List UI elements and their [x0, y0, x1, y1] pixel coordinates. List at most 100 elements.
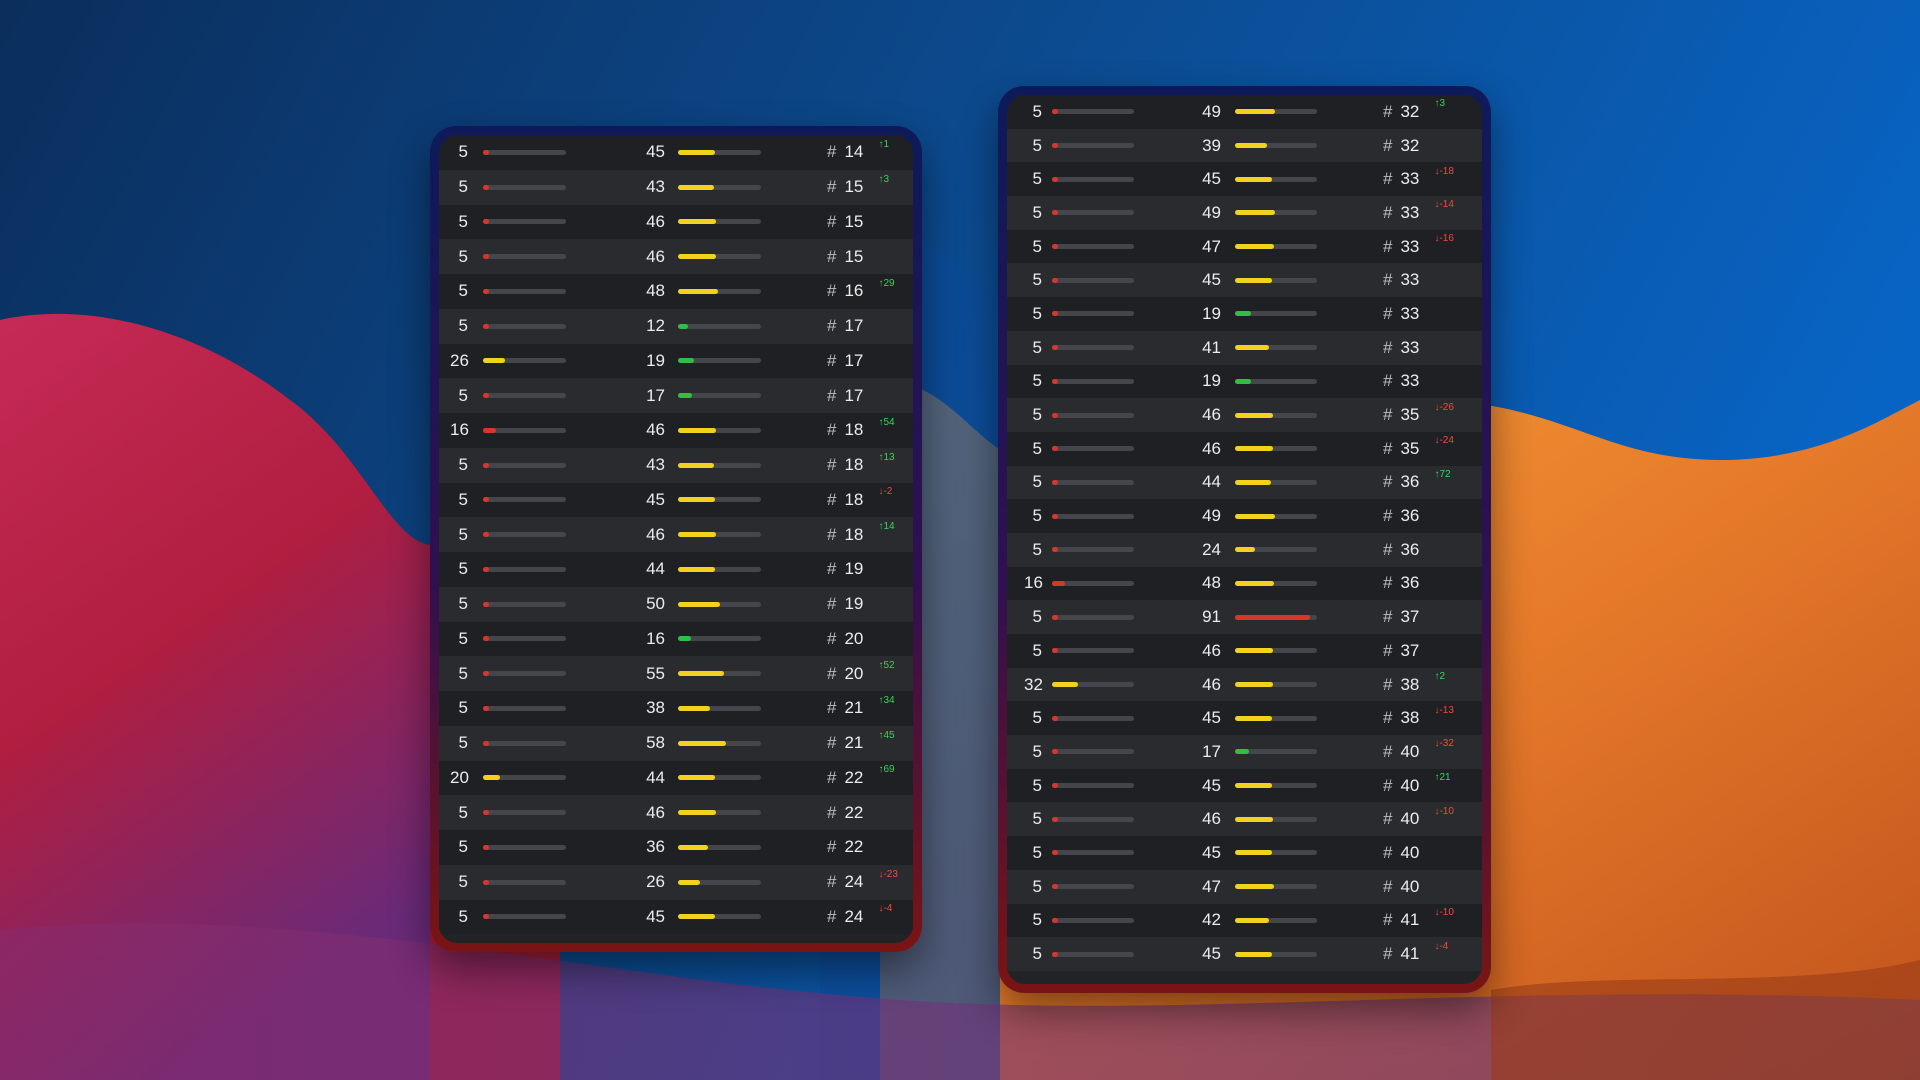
- level-fill-a: [1052, 479, 1058, 485]
- table-row[interactable]: 5 45 #40: [1007, 836, 1482, 870]
- table-row[interactable]: 5 46 #15: [439, 239, 913, 274]
- table-row[interactable]: 5 44 #19: [439, 552, 913, 587]
- level-fill-b: [1235, 176, 1272, 182]
- level-fill-b: [678, 671, 724, 677]
- level-bar-a: [1052, 277, 1134, 283]
- level-fill-a: [1052, 917, 1058, 923]
- rank-value: 15: [844, 177, 864, 197]
- table-row[interactable]: 5 91 #37: [1007, 600, 1482, 634]
- rank-value: 33: [1400, 202, 1420, 222]
- value-a: 5: [1032, 809, 1042, 829]
- table-row[interactable]: 5 46 #40 ↓-10: [1007, 802, 1482, 837]
- level-fill-b: [678, 393, 693, 399]
- table-row[interactable]: 5 47 #33 ↓-16: [1007, 229, 1482, 264]
- value-b: 46: [646, 211, 665, 231]
- level-fill-a: [1052, 850, 1058, 856]
- table-row[interactable]: 32 46 #38 ↑2: [1007, 667, 1482, 702]
- table-row[interactable]: 26 19 #17: [439, 343, 913, 379]
- value-a: 5: [1032, 506, 1042, 526]
- table-row[interactable]: 5 43 #18 ↑13: [439, 447, 913, 483]
- rank-value: 33: [1400, 270, 1420, 290]
- level-fill-a: [1052, 311, 1058, 317]
- table-row[interactable]: 5 49 #33 ↓-14: [1007, 196, 1482, 230]
- table-row[interactable]: 5 17 #17: [439, 378, 913, 413]
- table-row[interactable]: 5 39 #32: [1007, 128, 1482, 163]
- rank-value: 33: [1400, 371, 1420, 391]
- rank-cell: #21 ↑45: [827, 730, 895, 753]
- rank-change: ↑29: [878, 277, 895, 289]
- table-row[interactable]: 5 17 #40 ↓-32: [1007, 735, 1482, 769]
- level-bar-b: [1235, 951, 1317, 957]
- table-row[interactable]: 20 44 #22 ↑69: [439, 760, 913, 796]
- level-bar-a: [483, 844, 566, 850]
- table-row[interactable]: 5 46 #35 ↓-24: [1007, 431, 1482, 466]
- table-row[interactable]: 5 55 #20 ↑52: [439, 656, 913, 691]
- level-bar-b: [1235, 850, 1317, 856]
- value-b: 45: [1202, 775, 1221, 795]
- table-row[interactable]: 5 41 #33: [1007, 330, 1482, 365]
- rank-cell: #35 ↓-26: [1383, 402, 1454, 425]
- value-a: 5: [1032, 472, 1042, 492]
- table-row[interactable]: 5 48 #16 ↑29: [439, 274, 913, 309]
- hash-symbol: #: [827, 316, 837, 336]
- level-bar-a: [1052, 614, 1134, 620]
- table-row[interactable]: 5 45 #41 ↓-4: [1007, 937, 1482, 971]
- table-row[interactable]: 5 45 #33 ↓-18: [1007, 162, 1482, 197]
- table-row[interactable]: 5 43 #15 ↑3: [439, 169, 913, 205]
- level-bar-a: [483, 427, 566, 433]
- level-bar-a: [1052, 850, 1134, 856]
- hash-symbol: #: [827, 420, 837, 440]
- table-row[interactable]: 5 47 #40: [1007, 869, 1482, 904]
- level-fill-b: [1235, 513, 1276, 519]
- rank-cell: #33: [1383, 304, 1434, 324]
- table-row[interactable]: 5 46 #18 ↑14: [439, 517, 913, 552]
- value-a: 5: [1032, 640, 1042, 660]
- table-row[interactable]: 5 36 #22: [439, 830, 913, 865]
- level-bar-b: [1235, 580, 1317, 586]
- table-row[interactable]: 5 38 #21 ↑34: [439, 691, 913, 726]
- table-row[interactable]: 5 19 #33: [1007, 297, 1482, 331]
- table-row[interactable]: 5 19 #33: [1007, 364, 1482, 399]
- level-fill-b: [1235, 648, 1273, 654]
- table-row[interactable]: 5 42 #41 ↓-10: [1007, 903, 1482, 938]
- table-row[interactable]: 5 45 #40 ↑21: [1007, 768, 1482, 803]
- leaderboard-list-right[interactable]: 5 49 #32 ↑3 5 39 #32 5 45 #33 ↓-18 5 49 #33 ↓-14 5 47 #33…: [1007, 95, 1482, 984]
- level-fill-b: [678, 427, 717, 433]
- table-row[interactable]: 5 16 #20: [439, 621, 913, 657]
- table-row[interactable]: 5 45 #38 ↓-13: [1007, 701, 1482, 736]
- table-row[interactable]: 5 45 #24 ↓-4: [439, 899, 913, 935]
- table-row[interactable]: 5 46 #15: [439, 204, 913, 240]
- rank-value: 21: [844, 733, 864, 753]
- value-b: 26: [646, 872, 665, 892]
- table-row[interactable]: 16 48 #36: [1007, 566, 1482, 601]
- table-row[interactable]: 5 24 #36: [1007, 532, 1482, 567]
- leaderboard-panel-left: 5 45 #14 ↑1 5 43 #15 ↑3 5 46 #15 5 46 #15 5 48 #16 ↑29 5 12…: [430, 126, 922, 952]
- value-b: 36: [646, 837, 665, 857]
- rank-value: 40: [1400, 741, 1420, 761]
- table-row[interactable]: 5 58 #21 ↑45: [439, 725, 913, 761]
- table-row[interactable]: 5 45 #18 ↓-2: [439, 482, 913, 518]
- level-bar-a: [1052, 547, 1134, 553]
- table-row[interactable]: 5 46 #35 ↓-26: [1007, 398, 1482, 432]
- table-row[interactable]: 5 12 #17: [439, 308, 913, 344]
- table-row[interactable]: 5 49 #32 ↑3: [1007, 95, 1482, 129]
- hash-symbol: #: [1383, 910, 1393, 930]
- table-row[interactable]: 5 49 #36: [1007, 499, 1482, 533]
- table-row[interactable]: 5 46 #22: [439, 795, 913, 830]
- hash-symbol: #: [827, 628, 837, 648]
- table-row[interactable]: 5 46 #37: [1007, 634, 1482, 668]
- table-row[interactable]: 5 45 #14 ↑1: [439, 135, 913, 170]
- table-row[interactable]: 16 46 #18 ↑54: [439, 413, 913, 448]
- value-a: 5: [1032, 202, 1042, 222]
- hash-symbol: #: [827, 281, 837, 301]
- level-fill-b: [1235, 951, 1272, 957]
- table-row[interactable]: 5 44 #36 ↑72: [1007, 465, 1482, 500]
- level-bar-a: [483, 879, 566, 885]
- table-row[interactable]: 5 50 #19: [439, 586, 913, 622]
- value-a: 5: [1032, 607, 1042, 627]
- leaderboard-list-left[interactable]: 5 45 #14 ↑1 5 43 #15 ↑3 5 46 #15 5 46 #15 5 48 #16 ↑29 5 12…: [439, 135, 913, 943]
- table-row[interactable]: 5 45 #33: [1007, 263, 1482, 298]
- table-row[interactable]: 5 26 #24 ↓-23: [439, 864, 913, 900]
- value-a: 5: [1032, 708, 1042, 728]
- hash-symbol: #: [1383, 876, 1393, 896]
